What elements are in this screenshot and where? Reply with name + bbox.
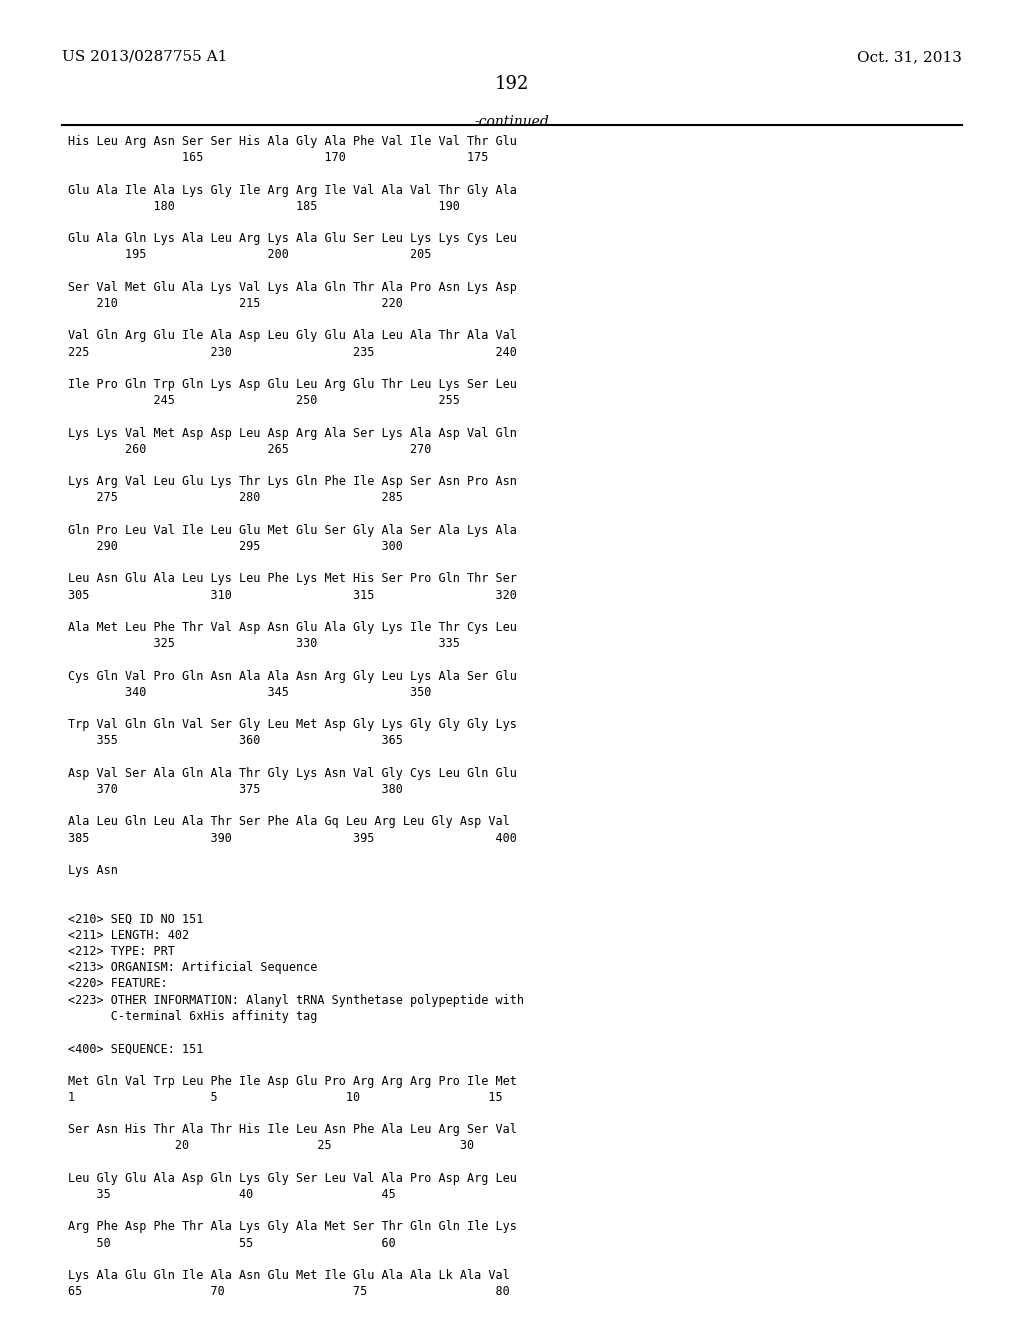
Text: 65                  70                  75                  80: 65 70 75 80 [68, 1286, 510, 1298]
Text: Ala Leu Gln Leu Ala Thr Ser Phe Ala Gq Leu Arg Leu Gly Asp Val: Ala Leu Gln Leu Ala Thr Ser Phe Ala Gq L… [68, 816, 510, 829]
Text: Lys Arg Val Leu Glu Lys Thr Lys Gln Phe Ile Asp Ser Asn Pro Asn: Lys Arg Val Leu Glu Lys Thr Lys Gln Phe … [68, 475, 517, 488]
Text: C-terminal 6xHis affinity tag: C-terminal 6xHis affinity tag [68, 1010, 317, 1023]
Text: Ala Met Leu Phe Thr Val Asp Asn Glu Ala Gly Lys Ile Thr Cys Leu: Ala Met Leu Phe Thr Val Asp Asn Glu Ala … [68, 620, 517, 634]
Text: Lys Lys Val Met Asp Asp Leu Asp Arg Ala Ser Lys Ala Asp Val Gln: Lys Lys Val Met Asp Asp Leu Asp Arg Ala … [68, 426, 517, 440]
Text: 245                 250                 255: 245 250 255 [68, 395, 460, 407]
Text: <220> FEATURE:: <220> FEATURE: [68, 977, 168, 990]
Text: 195                 200                 205: 195 200 205 [68, 248, 431, 261]
Text: Gln Pro Leu Val Ile Leu Glu Met Glu Ser Gly Ala Ser Ala Lys Ala: Gln Pro Leu Val Ile Leu Glu Met Glu Ser … [68, 524, 517, 537]
Text: 35                  40                  45: 35 40 45 [68, 1188, 395, 1201]
Text: Ile Pro Gln Trp Gln Lys Asp Glu Leu Arg Glu Thr Leu Lys Ser Leu: Ile Pro Gln Trp Gln Lys Asp Glu Leu Arg … [68, 378, 517, 391]
Text: Ser Val Met Glu Ala Lys Val Lys Ala Gln Thr Ala Pro Asn Lys Asp: Ser Val Met Glu Ala Lys Val Lys Ala Gln … [68, 281, 517, 294]
Text: 50                  55                  60: 50 55 60 [68, 1237, 395, 1250]
Text: Glu Ala Ile Ala Lys Gly Ile Arg Arg Ile Val Ala Val Thr Gly Ala: Glu Ala Ile Ala Lys Gly Ile Arg Arg Ile … [68, 183, 517, 197]
Text: 20                  25                  30: 20 25 30 [68, 1139, 474, 1152]
Text: 290                 295                 300: 290 295 300 [68, 540, 402, 553]
Text: 355                 360                 365: 355 360 365 [68, 734, 402, 747]
Text: 1                   5                  10                  15: 1 5 10 15 [68, 1090, 503, 1104]
Text: Arg Phe Asp Phe Thr Ala Lys Gly Ala Met Ser Thr Gln Gln Ile Lys: Arg Phe Asp Phe Thr Ala Lys Gly Ala Met … [68, 1221, 517, 1233]
Text: 325                 330                 335: 325 330 335 [68, 638, 460, 651]
Text: US 2013/0287755 A1: US 2013/0287755 A1 [62, 50, 227, 63]
Text: 260                 265                 270: 260 265 270 [68, 442, 431, 455]
Text: <400> SEQUENCE: 151: <400> SEQUENCE: 151 [68, 1043, 204, 1055]
Text: 210                 215                 220: 210 215 220 [68, 297, 402, 310]
Text: Leu Gly Glu Ala Asp Gln Lys Gly Ser Leu Val Ala Pro Asp Arg Leu: Leu Gly Glu Ala Asp Gln Lys Gly Ser Leu … [68, 1172, 517, 1185]
Text: 305                 310                 315                 320: 305 310 315 320 [68, 589, 517, 602]
Text: 340                 345                 350: 340 345 350 [68, 686, 431, 698]
Text: Lys Asn: Lys Asn [68, 865, 118, 876]
Text: Asp Val Ser Ala Gln Ala Thr Gly Lys Asn Val Gly Cys Leu Gln Glu: Asp Val Ser Ala Gln Ala Thr Gly Lys Asn … [68, 767, 517, 780]
Text: 165                 170                 175: 165 170 175 [68, 152, 488, 164]
Text: Ser Asn His Thr Ala Thr His Ile Leu Asn Phe Ala Leu Arg Ser Val: Ser Asn His Thr Ala Thr His Ile Leu Asn … [68, 1123, 517, 1137]
Text: Oct. 31, 2013: Oct. 31, 2013 [857, 50, 962, 63]
Text: 192: 192 [495, 75, 529, 92]
Text: <212> TYPE: PRT: <212> TYPE: PRT [68, 945, 175, 958]
Text: Met Gln Val Trp Leu Phe Ile Asp Glu Pro Arg Arg Arg Pro Ile Met: Met Gln Val Trp Leu Phe Ile Asp Glu Pro … [68, 1074, 517, 1088]
Text: 370                 375                 380: 370 375 380 [68, 783, 402, 796]
Text: 275                 280                 285: 275 280 285 [68, 491, 402, 504]
Text: 180                 185                 190: 180 185 190 [68, 199, 460, 213]
Text: <211> LENGTH: 402: <211> LENGTH: 402 [68, 929, 189, 941]
Text: Trp Val Gln Gln Val Ser Gly Leu Met Asp Gly Lys Gly Gly Gly Lys: Trp Val Gln Gln Val Ser Gly Leu Met Asp … [68, 718, 517, 731]
Text: 225                 230                 235                 240: 225 230 235 240 [68, 346, 517, 359]
Text: His Leu Arg Asn Ser Ser His Ala Gly Ala Phe Val Ile Val Thr Glu: His Leu Arg Asn Ser Ser His Ala Gly Ala … [68, 135, 517, 148]
Text: Lys Ala Glu Gln Ile Ala Asn Glu Met Ile Glu Ala Ala Lk Ala Val: Lys Ala Glu Gln Ile Ala Asn Glu Met Ile … [68, 1269, 510, 1282]
Text: Val Gln Arg Glu Ile Ala Asp Leu Gly Glu Ala Leu Ala Thr Ala Val: Val Gln Arg Glu Ile Ala Asp Leu Gly Glu … [68, 330, 517, 342]
Text: <210> SEQ ID NO 151: <210> SEQ ID NO 151 [68, 912, 204, 925]
Text: Leu Asn Glu Ala Leu Lys Leu Phe Lys Met His Ser Pro Gln Thr Ser: Leu Asn Glu Ala Leu Lys Leu Phe Lys Met … [68, 573, 517, 585]
Text: <213> ORGANISM: Artificial Sequence: <213> ORGANISM: Artificial Sequence [68, 961, 317, 974]
Text: Glu Ala Gln Lys Ala Leu Arg Lys Ala Glu Ser Leu Lys Lys Cys Leu: Glu Ala Gln Lys Ala Leu Arg Lys Ala Glu … [68, 232, 517, 246]
Text: 385                 390                 395                 400: 385 390 395 400 [68, 832, 517, 845]
Text: <223> OTHER INFORMATION: Alanyl tRNA Synthetase polypeptide with: <223> OTHER INFORMATION: Alanyl tRNA Syn… [68, 994, 524, 1007]
Text: Cys Gln Val Pro Gln Asn Ala Ala Asn Arg Gly Leu Lys Ala Ser Glu: Cys Gln Val Pro Gln Asn Ala Ala Asn Arg … [68, 669, 517, 682]
Text: -continued: -continued [475, 115, 549, 129]
